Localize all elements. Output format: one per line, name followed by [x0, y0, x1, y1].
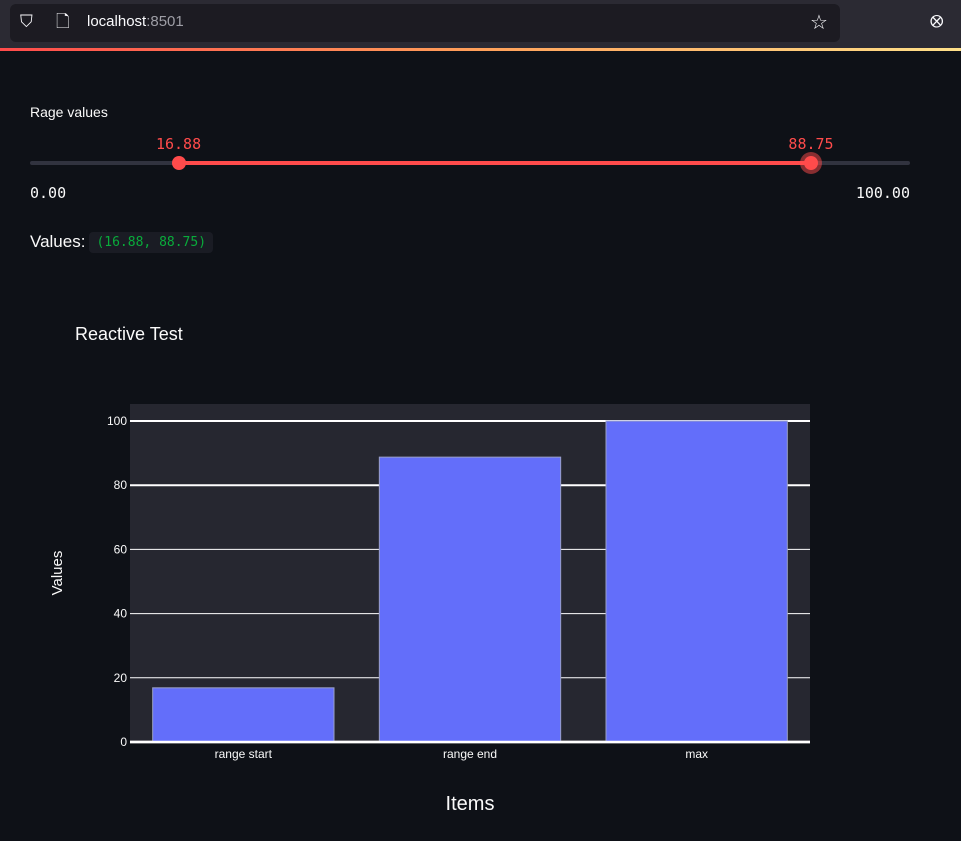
values-label: Values: — [30, 232, 86, 251]
x-axis-title: Items — [446, 793, 495, 815]
y-tick-label: 100 — [107, 414, 127, 428]
y-axis-title: Values — [49, 551, 66, 596]
y-tick-label: 40 — [114, 607, 128, 621]
page-icon: 🗋 — [56, 12, 70, 32]
shield-icon[interactable]: ⛉ — [20, 12, 33, 32]
chart-title: Reactive Test — [75, 324, 183, 344]
y-tick-label: 20 — [114, 671, 128, 685]
x-tick-label: max — [685, 747, 708, 761]
slider-thumb-low[interactable] — [171, 156, 186, 170]
x-tick-label: range end — [443, 747, 497, 761]
url-port: :8501 — [146, 13, 184, 30]
y-tick-label: 60 — [114, 542, 128, 556]
bar-range-end — [378, 456, 562, 743]
star-icon[interactable]: ☆ — [810, 10, 828, 34]
values-text: Values: (16.88, 88.75) — [30, 232, 214, 254]
url-text[interactable]: localhost:8501 — [87, 13, 184, 30]
slider-high-value: 88.75 — [788, 135, 834, 153]
pocket-icon[interactable]: ⭙ — [930, 12, 944, 32]
slider-thumb-high[interactable] — [804, 156, 818, 170]
slider-min-label: 0.00 — [30, 184, 67, 202]
x-tick-label: range start — [215, 747, 273, 761]
browser-toolbar: ⛉ 🗋 localhost:8501 ☆ ⭙ — [0, 0, 961, 48]
y-tick-label: 0 — [120, 735, 127, 749]
slider-fill — [178, 161, 811, 165]
slider-max-label: 100.00 — [855, 184, 910, 202]
bar-max — [605, 420, 788, 743]
slider-low-value: 16.88 — [155, 135, 202, 153]
slider-label: Rage values — [30, 104, 108, 120]
y-tick-label: 80 — [114, 478, 128, 492]
values-code: (16.88, 88.75) — [89, 232, 214, 254]
loading-decoration — [0, 48, 961, 51]
url-host: localhost — [87, 13, 147, 30]
bar-range-start — [152, 687, 335, 743]
url-bar[interactable] — [10, 4, 840, 42]
